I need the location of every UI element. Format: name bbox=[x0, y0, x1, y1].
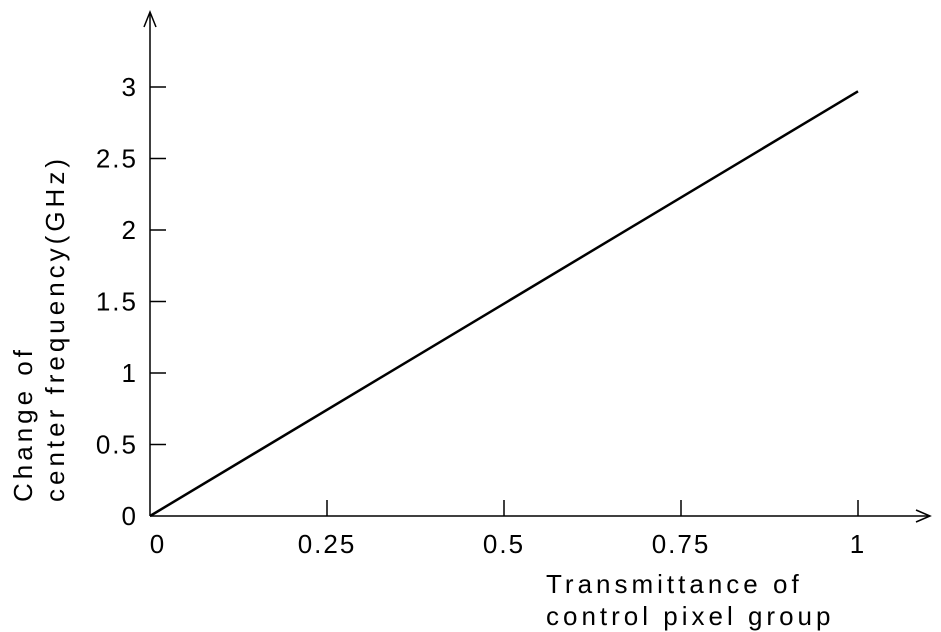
y-tick-label: 1.5 bbox=[96, 287, 138, 317]
y-tick-label: 0.5 bbox=[96, 430, 138, 460]
x-axis-title-line-1: Transmittance of bbox=[546, 569, 803, 599]
y-axis-title-line-2: center frequency(GHz) bbox=[40, 155, 70, 502]
series-group bbox=[150, 91, 858, 516]
axes bbox=[144, 12, 930, 522]
y-tick-label: 3 bbox=[122, 72, 138, 102]
x-axis-title-line-2: control pixel group bbox=[546, 601, 834, 631]
x-tick-label: 0.25 bbox=[298, 529, 357, 559]
y-axis-title-line-1: Change of bbox=[8, 346, 38, 502]
y-tick-label: 2.5 bbox=[96, 144, 138, 174]
x-tick-label: 0.75 bbox=[652, 529, 711, 559]
y-tick-label: 0 bbox=[122, 501, 138, 531]
series-line bbox=[150, 91, 858, 516]
y-tick-label: 2 bbox=[122, 215, 138, 245]
x-tick-label: 1 bbox=[850, 529, 866, 559]
y-ticks: 0 0.5 1 1.5 2 2.5 3 bbox=[96, 72, 166, 531]
x-tick-label: 0 bbox=[150, 529, 166, 559]
x-ticks: 0 0.25 0.5 0.75 1 bbox=[150, 500, 866, 559]
x-tick-label: 0.5 bbox=[483, 529, 525, 559]
y-tick-label: 1 bbox=[122, 358, 138, 388]
